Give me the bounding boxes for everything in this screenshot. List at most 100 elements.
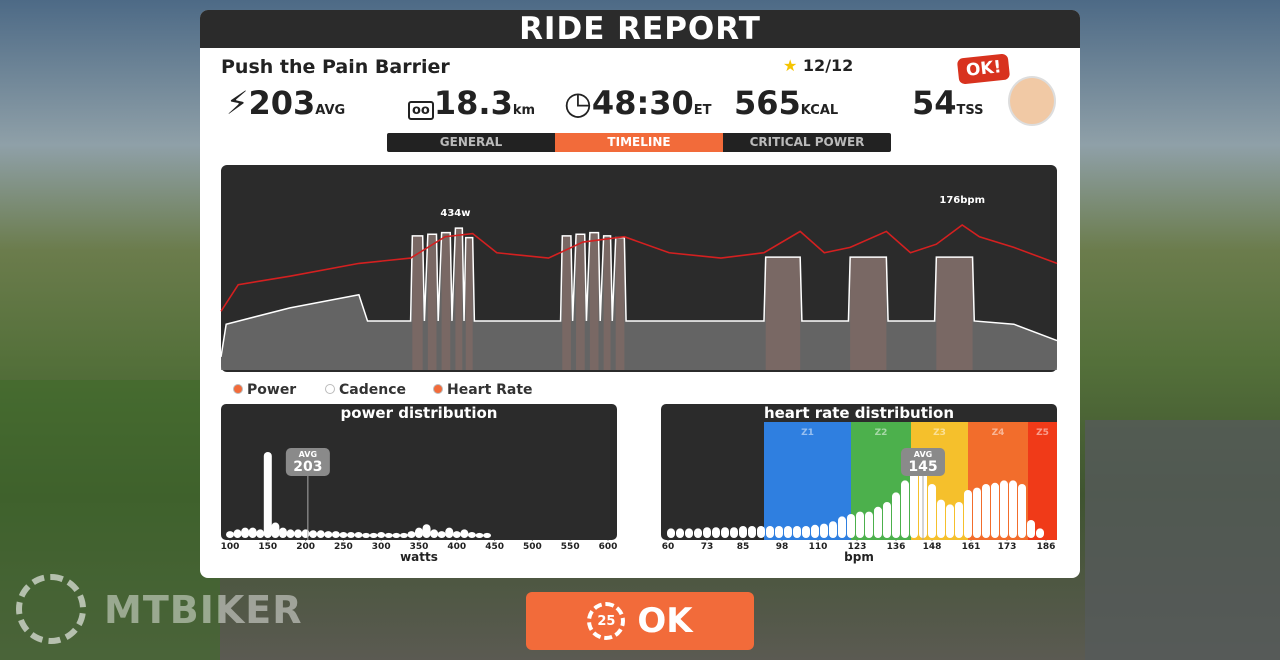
- dist-title: heart rate distribution: [764, 404, 954, 422]
- dist-bar: [309, 530, 318, 538]
- dist-bar: [748, 526, 756, 538]
- avg-value: 203: [293, 459, 322, 475]
- dist-bar: [1018, 484, 1026, 538]
- dist-bar: [955, 502, 963, 538]
- dist-bar: [233, 529, 242, 538]
- legend-label: Heart Rate: [447, 382, 533, 398]
- title: RIDE REPORT: [200, 10, 1080, 48]
- legend-label: Cadence: [339, 382, 406, 398]
- ok-button[interactable]: 25 OK: [526, 592, 754, 650]
- dist-bar: [946, 504, 954, 538]
- dist-bar: [475, 532, 484, 538]
- dist-bar: [407, 531, 416, 538]
- x-tick-label: 600: [599, 542, 618, 552]
- legend-dot: [233, 384, 243, 394]
- dist-bar: [241, 527, 250, 538]
- dist-bar: [1036, 528, 1044, 538]
- x-tick-label: 550: [561, 542, 580, 552]
- dist-bar: [377, 531, 386, 538]
- countdown: 25: [587, 602, 626, 640]
- peak-power-label: 434w: [440, 208, 470, 219]
- avg-value: 145: [908, 459, 937, 475]
- dist-bar: [369, 532, 378, 538]
- x-tick-label: 173: [998, 542, 1017, 552]
- dist-bar: [467, 531, 476, 538]
- dist-bar: [694, 528, 702, 538]
- stat-unit: TSS: [956, 103, 984, 118]
- dist-bar: [445, 527, 454, 538]
- dist-bar: [331, 531, 340, 538]
- avg-label: AVG: [299, 450, 317, 459]
- x-tick-label: 186: [1037, 542, 1056, 552]
- x-tick-label: 85: [737, 542, 750, 552]
- legend-dot: [433, 384, 443, 394]
- dist-bar: [685, 528, 693, 538]
- tab-bar: GENERAL TIMELINE CRITICAL POWER: [387, 133, 891, 152]
- zone-label: Z4: [992, 428, 1005, 438]
- dist-bar: [739, 526, 747, 538]
- zone-band: [1028, 422, 1057, 540]
- stat-tss: 54TSS: [912, 84, 984, 122]
- stat-power: ⚡203AVG: [226, 84, 346, 122]
- tab[interactable]: GENERAL: [439, 135, 503, 149]
- dist-bar: [793, 526, 801, 538]
- dist-bar: [901, 480, 909, 538]
- dist-bar: [703, 527, 711, 538]
- dist-bar: [354, 531, 363, 538]
- dist-bar: [802, 526, 810, 538]
- dist-bar: [964, 490, 972, 538]
- dist-bar: [775, 526, 783, 538]
- dist-bar: [910, 472, 918, 538]
- x-tick-label: 300: [372, 542, 391, 552]
- x-tick-label: 136: [887, 542, 906, 552]
- zone-label: Z1: [801, 428, 814, 438]
- dist-bar: [856, 511, 864, 538]
- dist-bar: [346, 531, 355, 538]
- dist-bar: [973, 487, 981, 538]
- tab[interactable]: CRITICAL POWER: [749, 135, 865, 149]
- dist-bar: [847, 514, 855, 538]
- dist-bar: [928, 484, 936, 538]
- avg-badge: [901, 448, 945, 476]
- avg-label: AVG: [914, 450, 932, 459]
- dist-bar: [271, 522, 280, 538]
- stat-calories: 565KCAL: [734, 84, 838, 122]
- x-tick-label: 123: [848, 542, 867, 552]
- dist-bar: [316, 530, 325, 538]
- zone-label: Z3: [933, 428, 946, 438]
- x-tick-label: 73: [701, 542, 714, 552]
- dist-bar: [226, 531, 234, 538]
- dist-bar: [263, 452, 272, 538]
- dist-bar: [1009, 480, 1017, 538]
- dist-bar: [838, 516, 846, 538]
- dist-bar: [248, 527, 257, 538]
- dist-bar: [784, 526, 792, 538]
- avatar: [1008, 76, 1056, 126]
- dist-bar: [676, 528, 684, 538]
- dist-bar: [820, 523, 828, 538]
- stat-unit: AVG: [315, 103, 346, 118]
- dist-bar: [339, 531, 348, 538]
- x-tick-label: 148: [923, 542, 942, 552]
- dist-bar: [811, 524, 819, 538]
- dist-bar: [937, 499, 945, 538]
- dist-title: power distribution: [341, 404, 498, 422]
- legend-dot: [325, 384, 335, 394]
- dist-bar: [399, 532, 408, 538]
- tab[interactable]: TIMELINE: [555, 133, 723, 152]
- dist-bar: [757, 526, 765, 538]
- x-axis-label: bpm: [844, 550, 874, 564]
- button-label: OK: [637, 601, 693, 641]
- workout-name: Push the Pain Barrier: [221, 56, 450, 78]
- x-tick-label: 60: [662, 542, 675, 552]
- dist-bar: [883, 502, 891, 538]
- watermark-logo: [16, 574, 86, 644]
- dist-bar: [1027, 520, 1035, 538]
- hr-line: [220, 224, 1058, 312]
- watermark: MTBIKER: [104, 588, 303, 632]
- dist-bar: [483, 532, 492, 538]
- stat-distance: oo 18.3km: [408, 84, 535, 122]
- stat-value: 54: [912, 84, 957, 122]
- x-tick-label: 500: [523, 542, 542, 552]
- x-tick-label: 161: [962, 542, 981, 552]
